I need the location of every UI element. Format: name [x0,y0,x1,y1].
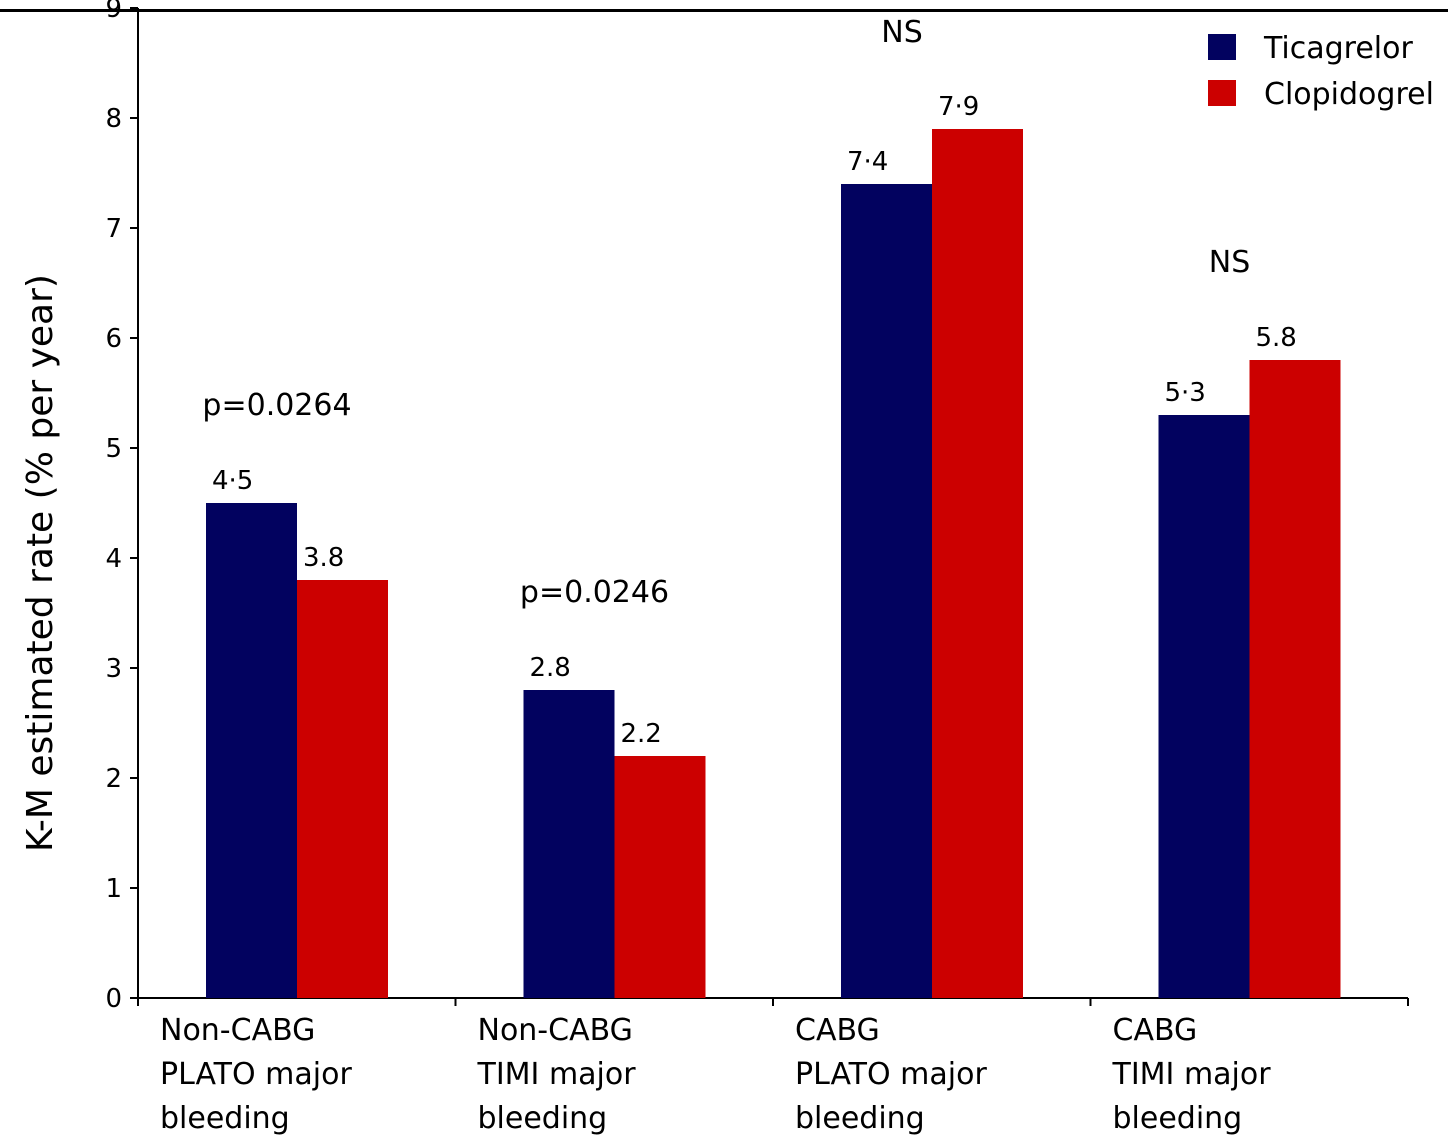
x-category-label: Non-CABG [160,1013,315,1048]
y-tick-label: 6 [105,324,122,354]
y-tick-label: 3 [105,654,122,684]
data-label: 7·9 [938,92,979,122]
y-tick-label: 2 [105,764,122,794]
bar-clopidogrel-2 [614,756,706,998]
data-label: 3.8 [303,543,344,573]
data-label: 2.8 [530,653,571,683]
y-tick-label: 9 [105,0,122,24]
significance-annotation: p=0.0246 [520,575,669,610]
legend-label-clopidogrel: Clopidogrel [1264,77,1434,112]
bar-ticagrelor-3 [841,184,932,998]
x-category-label: bleeding [478,1101,608,1136]
x-category-label: Non-CABG [478,1013,633,1048]
y-tick-label: 0 [105,984,122,1014]
bar-ticagrelor-1 [206,503,297,998]
y-tick-label: 7 [105,214,122,244]
x-category-label: CABG [795,1013,880,1048]
bar-ticagrelor-2 [523,690,615,998]
data-label: 5·3 [1165,378,1206,408]
y-tick-label: 5 [105,434,122,464]
bar-clopidogrel-4 [1249,360,1341,998]
significance-annotation: NS [1209,245,1250,280]
data-label: 4·5 [212,466,253,496]
x-category-label: bleeding [795,1101,925,1136]
y-tick-label: 4 [105,544,122,574]
x-category-label: CABG [1113,1013,1198,1048]
x-category-label: TIMI major [477,1057,637,1092]
data-label: 2.2 [621,719,662,749]
y-tick-label: 1 [105,874,122,904]
legend-swatch-clopidogrel [1208,80,1236,106]
bar-clopidogrel-3 [932,129,1023,998]
legend-swatch-ticagrelor [1208,34,1236,60]
data-label: 5.8 [1256,323,1297,353]
x-category-label: PLATO major [795,1057,987,1092]
top-rule [0,0,1448,12]
x-category-label: PLATO major [160,1057,352,1092]
significance-annotation: NS [881,15,922,50]
x-category-label: bleeding [160,1101,290,1136]
bar-ticagrelor-4 [1158,415,1250,998]
x-category-label: bleeding [1113,1101,1243,1136]
data-label: 7·4 [847,147,888,177]
x-category-label: TIMI major [1112,1057,1272,1092]
legend-label-ticagrelor: Ticagrelor [1263,31,1413,66]
legend-box [1200,14,1448,122]
y-axis-label: K-M estimated rate (% per year) [20,274,61,852]
significance-annotation: p=0.0264 [202,388,351,423]
bar-clopidogrel-1 [297,580,388,998]
y-tick-label: 8 [105,104,122,134]
